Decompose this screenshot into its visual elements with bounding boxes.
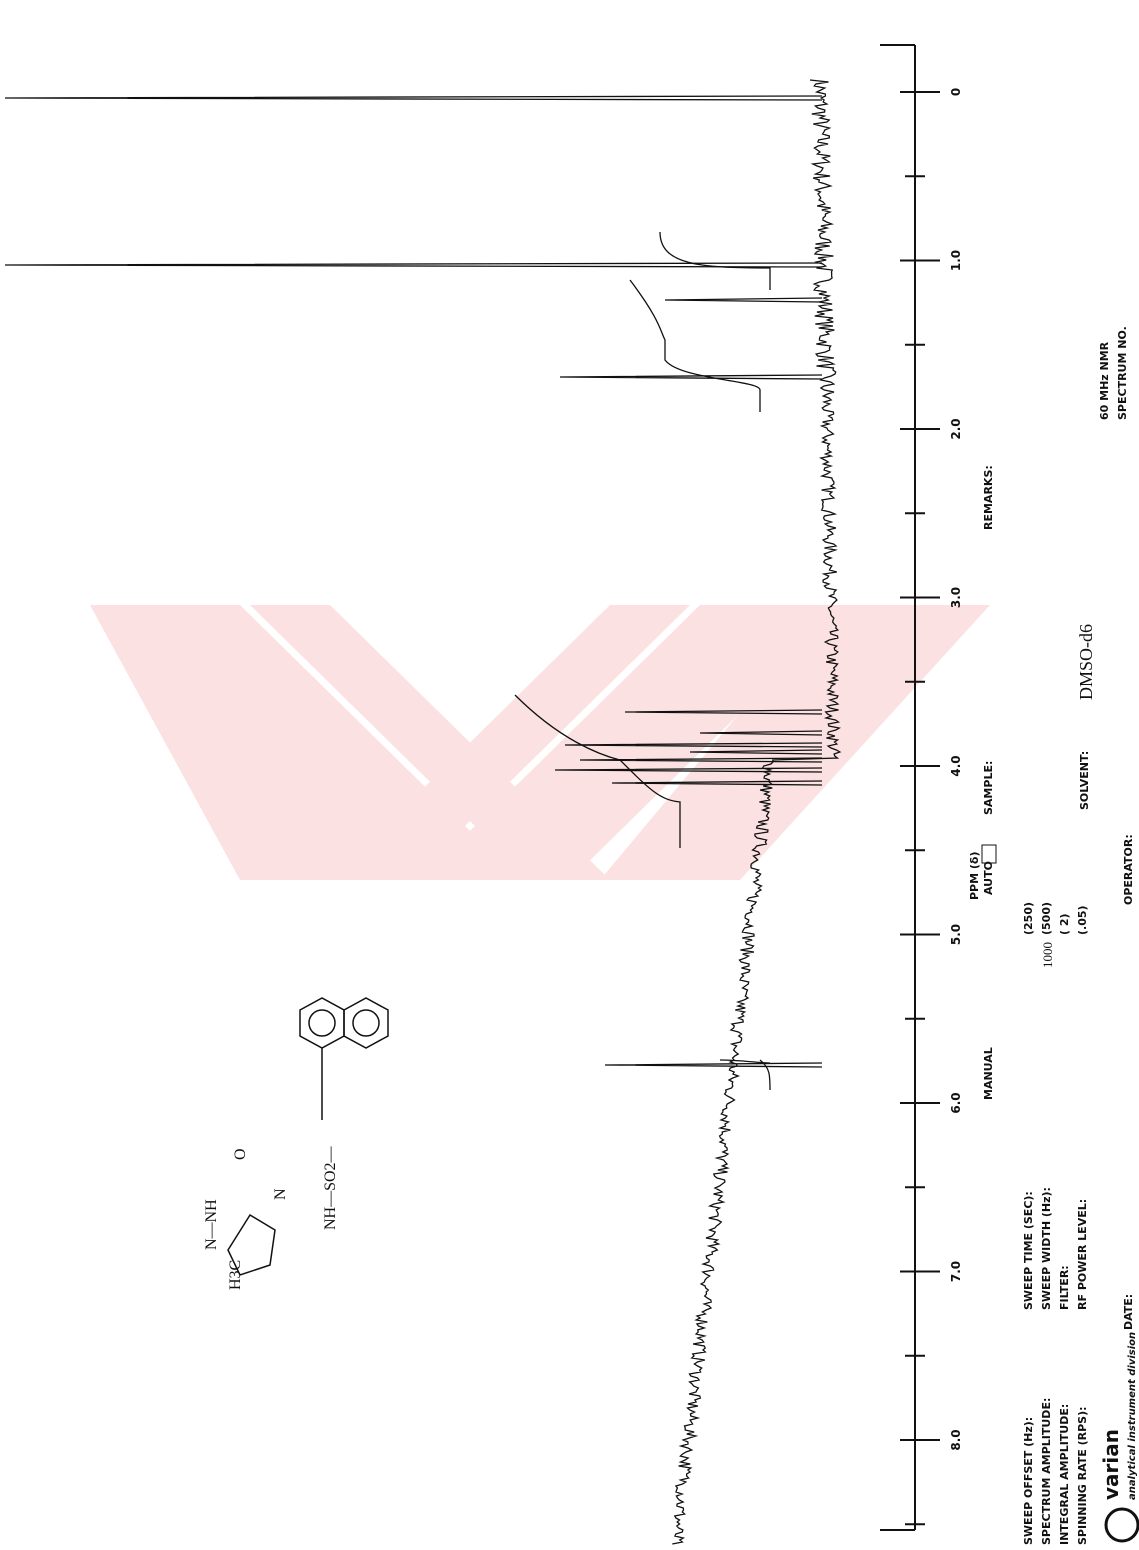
form-label: RF POWER LEVEL:: [1076, 1199, 1089, 1310]
tick-label: 1.0: [949, 250, 963, 271]
integral-curve: [629, 231, 771, 412]
peak: [624, 709, 823, 715]
axis-label: PPM (δ): [968, 851, 981, 900]
peak: [689, 749, 823, 755]
form-value: (250): [1022, 902, 1035, 935]
peak: [564, 742, 823, 748]
form-label: SPINNING RATE (RPS):: [1076, 1406, 1089, 1545]
form-label: DATE:: [1122, 1294, 1135, 1330]
tick-label: 6.0: [949, 1092, 963, 1113]
watermark: [90, 605, 990, 880]
form-value: (500): [1040, 902, 1053, 935]
tick-label: 7.0: [949, 1261, 963, 1282]
form-label: REMARKS:: [982, 465, 995, 530]
brand: varian: [1099, 1429, 1123, 1500]
peak: [611, 780, 823, 786]
spectrum: [4, 79, 842, 1545]
form-label: OPERATOR:: [1122, 834, 1135, 905]
tick-label: 5.0: [949, 924, 963, 945]
form-label: INTEGRAL AMPLITUDE:: [1058, 1404, 1071, 1545]
tick-label: 2.0: [949, 418, 963, 439]
form-label: SPECTRUM NO.: [1116, 326, 1129, 420]
form-label: SPECTRUM AMPLITUDE:: [1040, 1398, 1053, 1545]
peak: [554, 767, 823, 773]
form-label: SWEEP OFFSET (Hz):: [1022, 1417, 1035, 1545]
checkbox: [981, 844, 997, 864]
peak: [604, 1062, 823, 1068]
form-label: SWEEP WIDTH (Hz):: [1040, 1187, 1053, 1310]
form-label: SWEEP TIME (SEC):: [1022, 1191, 1035, 1310]
ppm-axis: [880, 44, 940, 1531]
logo: [1104, 1507, 1139, 1543]
peak: [699, 730, 823, 736]
form-label: 60 MHz NMR: [1098, 341, 1111, 420]
peak: [4, 262, 823, 268]
tick-label: 8.0: [949, 1429, 963, 1450]
handwritten-value: 1000: [1040, 942, 1055, 968]
handwritten-value: DMSO-d6: [1076, 624, 1096, 700]
integral-curve: [719, 1059, 771, 1091]
form-label: AUTO: [982, 861, 995, 895]
form-label: SAMPLE:: [982, 761, 995, 815]
naphthalene: [227, 997, 389, 1276]
integral-curve: [514, 694, 681, 848]
form-value: ( 2): [1058, 913, 1071, 935]
tick-label: 4.0: [949, 755, 963, 776]
peak: [559, 374, 823, 380]
peak: [4, 95, 823, 101]
form-label: SOLVENT:: [1078, 751, 1091, 810]
peak: [664, 297, 823, 303]
peak: [579, 757, 823, 763]
baseline-noise: [672, 79, 842, 1545]
form-label: FILTER:: [1058, 1265, 1071, 1310]
division: analytical instrument division: [1127, 1332, 1138, 1500]
structure-label: N—NH: [203, 1199, 220, 1250]
form-label: MANUAL: [982, 1047, 995, 1100]
form-value: (.05): [1076, 905, 1089, 935]
structure-label: N: [272, 1188, 289, 1200]
structure-label: NH—SO2—: [322, 1145, 339, 1230]
labels: PPM (δ) SWEEP OFFSET (Hz): SPECTRUM AMPL…: [203, 88, 1139, 1545]
tick-label: 3.0: [949, 587, 963, 608]
structure-label: H3C: [227, 1260, 244, 1290]
tick-label: 0: [949, 88, 963, 96]
structure-label: O: [232, 1148, 249, 1160]
